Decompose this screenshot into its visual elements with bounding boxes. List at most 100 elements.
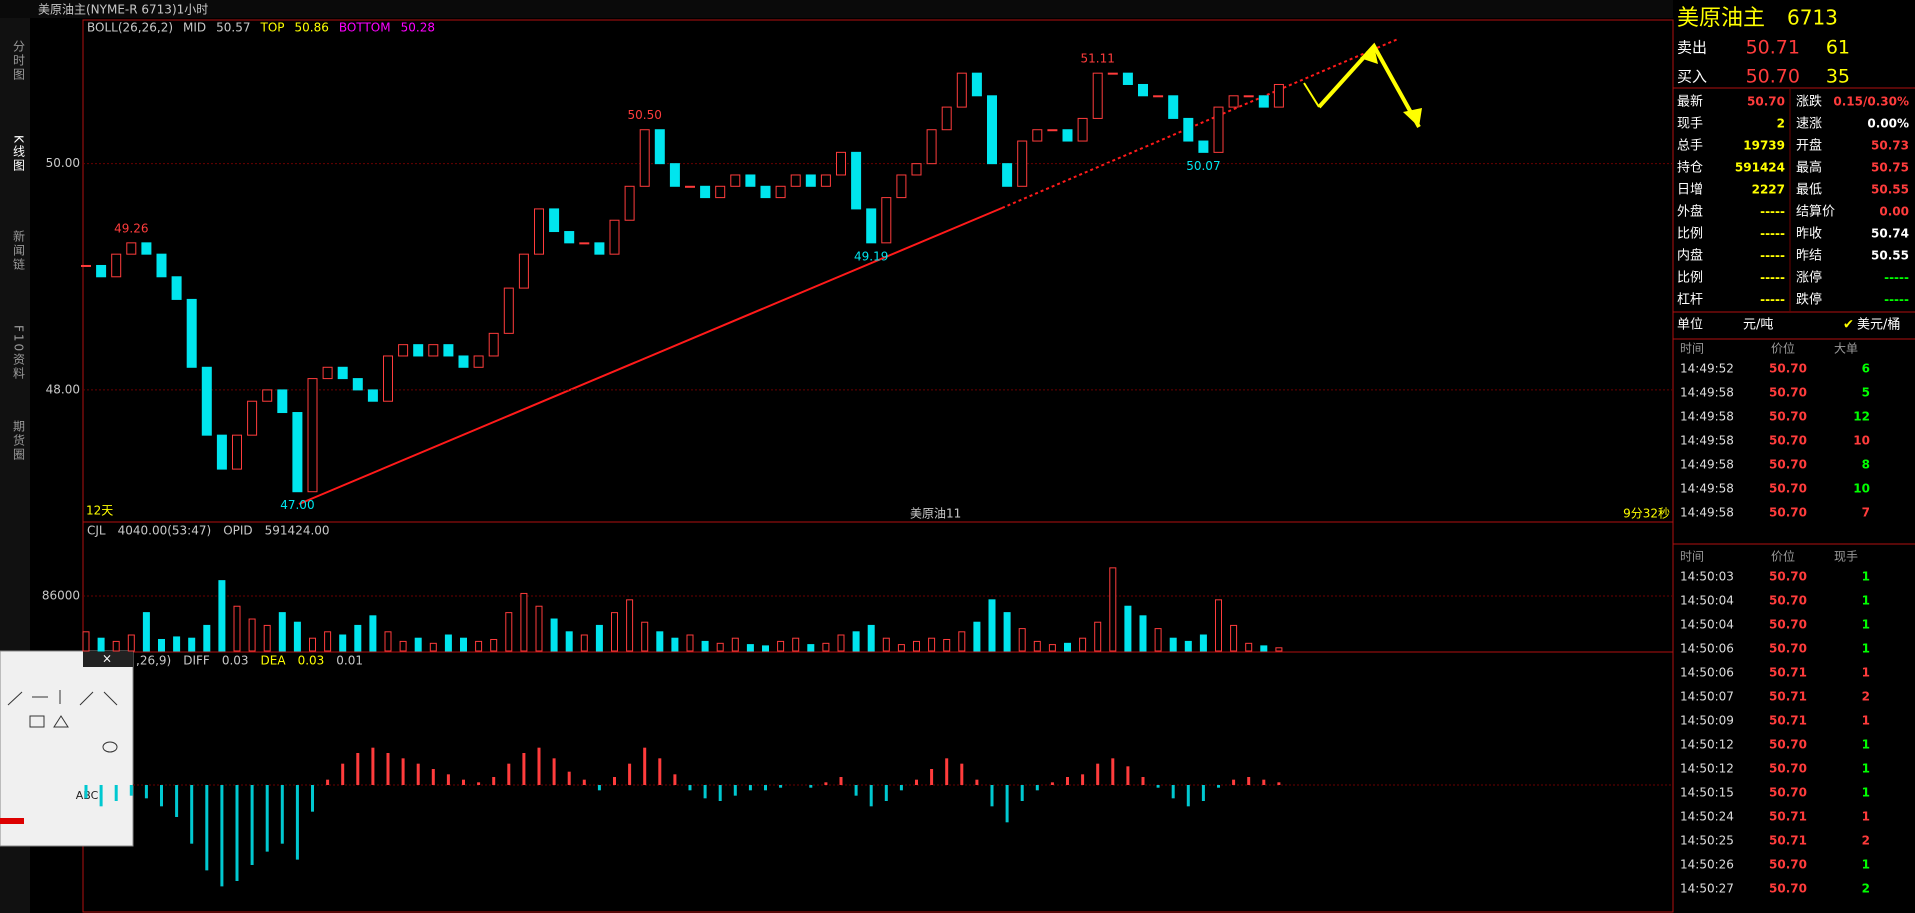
candle: [1077, 117, 1088, 142]
side-tab[interactable]: F10资料: [12, 325, 26, 381]
trade-price: 50.71: [1769, 714, 1807, 728]
color-swatch[interactable]: [0, 818, 24, 824]
stat-value: -----: [1760, 293, 1785, 307]
volume-bar: [233, 605, 241, 652]
tool-icon[interactable]: [79, 691, 94, 706]
side-tab[interactable]: K线图: [12, 135, 26, 173]
candle: [262, 389, 273, 402]
indicator-label: DIFF: [183, 654, 210, 668]
trade-qty: 10: [1853, 482, 1870, 496]
trade-qty: 12: [1853, 410, 1870, 424]
candle: [881, 197, 892, 244]
list-header: 时间: [1680, 342, 1704, 356]
trade-time: 14:49:58: [1680, 434, 1734, 448]
volume-bar: [777, 640, 785, 652]
candle: [1107, 72, 1118, 75]
volume-bar: [580, 634, 588, 652]
stat-label: 最高: [1796, 160, 1822, 176]
volume-bar: [97, 637, 105, 652]
tool-icon[interactable]: [102, 741, 118, 753]
volume-bar: [1184, 640, 1192, 652]
candle: [1122, 72, 1133, 85]
trade-price: 50.70: [1769, 594, 1807, 608]
volume-bar: [882, 637, 890, 652]
volume-bar: [444, 634, 452, 652]
candle: [956, 72, 967, 108]
volume-bar: [324, 631, 332, 652]
volume-bar: [762, 645, 769, 652]
stat-value: -----: [1760, 271, 1785, 285]
indicator-label: 4040.00(53:47): [118, 524, 212, 538]
trade-price: 50.70: [1769, 506, 1807, 520]
candle: [911, 163, 922, 176]
candle: [1228, 95, 1239, 108]
candle: [352, 378, 363, 391]
candle: [398, 344, 409, 357]
volume-bar: [1094, 621, 1102, 652]
volume-bar: [958, 631, 966, 652]
volume-bar: [701, 640, 709, 652]
trade-time: 14:50:26: [1680, 858, 1734, 872]
stat-label: 总手: [1677, 139, 1703, 154]
volume-bar: [263, 624, 271, 652]
close-icon[interactable]: ×: [102, 652, 112, 666]
tool-icon[interactable]: [29, 715, 45, 728]
candle: [1138, 83, 1148, 97]
trade-time: 14:50:07: [1680, 690, 1734, 704]
stat-label: 比例: [1677, 271, 1703, 286]
trade-time: 14:50:03: [1680, 570, 1734, 584]
trade-qty: 2: [1862, 834, 1870, 848]
trade-price: 50.71: [1769, 666, 1807, 680]
indicator-label: 0.01: [336, 654, 363, 668]
indicator-label: 50.57: [216, 21, 250, 35]
arrow-head: [1360, 46, 1378, 64]
candle: [579, 242, 590, 245]
forecast-arrow: [1303, 82, 1320, 108]
unit-value[interactable]: 元/吨: [1743, 318, 1773, 333]
volume-bar: [1064, 642, 1071, 652]
indicator-label: 591424.00: [265, 524, 330, 538]
trade-time: 14:50:12: [1680, 738, 1734, 752]
stat-value: 2: [1777, 117, 1785, 131]
tool-icon[interactable]: [7, 691, 23, 706]
volume-bar: [641, 621, 649, 652]
tool-icon[interactable]: [53, 715, 69, 728]
side-tab[interactable]: 新闻链: [12, 229, 26, 272]
indicator-label: DEA: [261, 654, 287, 668]
order-qty: 35: [1826, 66, 1850, 88]
price-annotation: 47.00: [280, 498, 314, 512]
candle: [866, 208, 877, 244]
volume-bar: [1199, 634, 1207, 652]
toolbox[interactable]: × ABC: [0, 650, 134, 847]
toolbox-close-bar[interactable]: [83, 651, 133, 667]
stat-label: 杠杆: [1677, 292, 1703, 308]
volume-bar: [1154, 628, 1162, 652]
indicator-label: BOLL(26,26,2): [87, 21, 173, 35]
volume-bar: [565, 631, 573, 652]
trade-price: 50.70: [1769, 482, 1807, 496]
trade-qty: 2: [1862, 882, 1870, 896]
list-header: 时间: [1680, 550, 1704, 564]
candle: [790, 174, 801, 187]
stat-value: 50.74: [1871, 227, 1909, 241]
stat-label: 现手: [1677, 117, 1703, 132]
trade-price: 50.71: [1769, 810, 1807, 824]
volume-bar: [460, 637, 467, 652]
volume-bar: [173, 636, 181, 652]
candle: [1002, 163, 1013, 187]
trade-time: 14:50:06: [1680, 666, 1734, 680]
tool-icon[interactable]: [103, 691, 118, 706]
side-tab[interactable]: 期货圈: [12, 420, 26, 462]
stat-label: 昨收: [1796, 227, 1822, 242]
trade-price: 50.70: [1769, 858, 1807, 872]
stat-value: 50.73: [1871, 139, 1909, 153]
unit-alt[interactable]: 美元/桶: [1857, 318, 1900, 333]
candle: [186, 298, 197, 368]
arrow-head: [1403, 108, 1422, 127]
window-title: 美原油主(NYME-R 6713)1小时: [38, 3, 208, 17]
candle: [669, 163, 680, 187]
side-tab[interactable]: 分时图: [12, 40, 26, 82]
trade-price: 50.70: [1769, 642, 1807, 656]
indicator-label: 0.03: [222, 654, 249, 668]
stat-value: 0.15/0.30%: [1833, 95, 1909, 109]
